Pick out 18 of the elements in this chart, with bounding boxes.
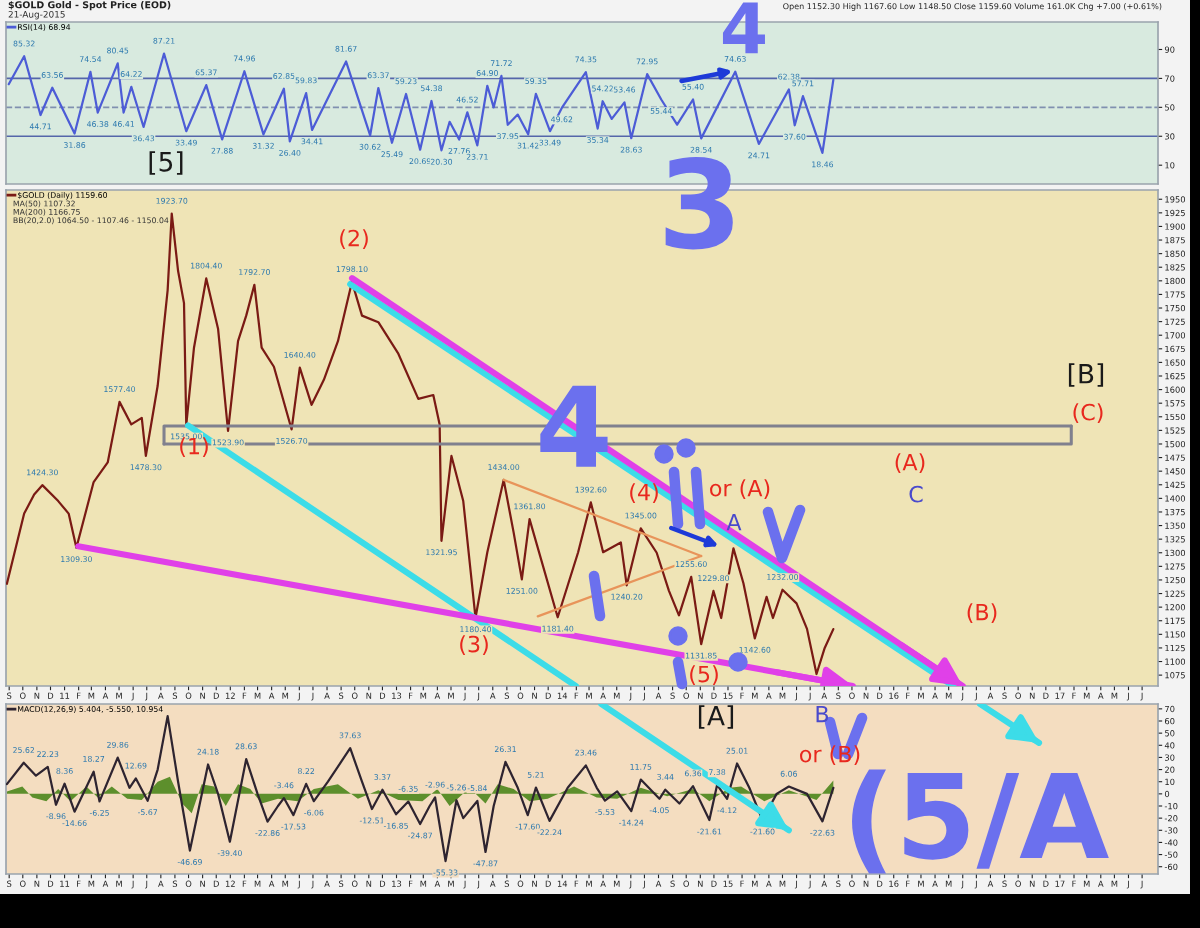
annotation: [A] bbox=[698, 705, 734, 729]
annotation: (A) bbox=[895, 453, 925, 474]
annotation: or (B) bbox=[800, 745, 860, 766]
annotation: or (A) bbox=[710, 479, 770, 500]
annotation: (4) bbox=[630, 483, 658, 504]
annotation: 4 bbox=[722, 2, 765, 54]
annotation: (B) bbox=[967, 603, 997, 624]
annotation: [B] bbox=[1068, 363, 1104, 387]
annotation: (C) bbox=[1073, 403, 1103, 424]
annotation: (3) bbox=[460, 635, 488, 656]
annotation: C bbox=[909, 485, 923, 503]
annotation: (5/A bbox=[852, 769, 1109, 874]
annotation: A bbox=[726, 513, 742, 531]
annotation: (5) bbox=[690, 665, 718, 686]
annotation: [5] bbox=[149, 151, 183, 175]
annotation: 3 bbox=[665, 157, 733, 250]
annotation: (2) bbox=[340, 229, 368, 250]
annotation: B bbox=[816, 705, 829, 723]
